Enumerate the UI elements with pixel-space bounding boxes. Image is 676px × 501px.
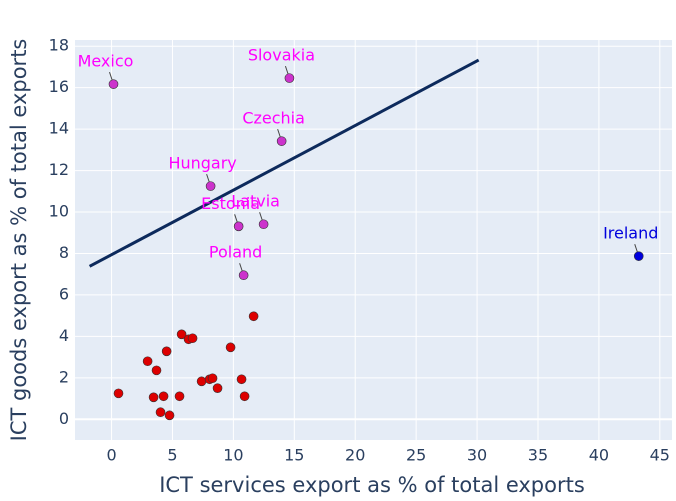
x-tick-label: 25: [406, 446, 426, 465]
y-tick-label: 16: [49, 77, 69, 96]
x-tick-label: 35: [528, 446, 548, 465]
y-tick-label: 18: [49, 36, 69, 55]
point: [248, 311, 259, 322]
x-tick-label: 0: [106, 446, 116, 465]
point: [258, 219, 269, 230]
point: [205, 181, 216, 191]
point: [633, 251, 644, 261]
point: [284, 73, 295, 83]
x-tick-label: 5: [167, 446, 177, 465]
point: [276, 136, 287, 146]
point-label: Mexico: [78, 52, 134, 71]
point: [142, 356, 153, 367]
point-label: Hungary: [168, 154, 236, 173]
x-tick-label: 15: [284, 446, 304, 465]
point: [164, 410, 175, 421]
point: [161, 346, 172, 357]
point: [238, 270, 249, 281]
point-label: Slovakia: [248, 46, 315, 65]
point-label: Poland: [209, 243, 262, 262]
point: [225, 342, 236, 353]
y-tick-label: 2: [59, 367, 69, 386]
point: [151, 365, 162, 376]
x-axis-label: ICT services export as % of total export…: [159, 473, 585, 497]
trendline: [88, 58, 480, 268]
y-axis-label: ICT goods export as % of total exports: [7, 39, 31, 442]
point: [236, 374, 247, 385]
y-tick-label: 10: [49, 202, 69, 221]
x-tick-label: 10: [223, 446, 243, 465]
y-tick-label: 14: [49, 119, 69, 138]
point: [233, 221, 244, 232]
y-tick-label: 6: [59, 284, 69, 303]
point: [113, 388, 124, 399]
point: [148, 392, 159, 403]
x-tick-label: 20: [345, 446, 365, 465]
point: [108, 79, 119, 89]
y-tick-label: 4: [59, 326, 69, 345]
x-tick-label: 40: [589, 446, 609, 465]
point: [196, 376, 207, 387]
point: [158, 391, 169, 402]
point: [212, 383, 223, 393]
point: [239, 391, 250, 402]
point: [207, 373, 218, 384]
point: [187, 333, 198, 344]
point: [176, 329, 187, 340]
point-label: Ireland: [603, 224, 658, 243]
point: [155, 407, 166, 418]
point-label: Latvia: [231, 192, 280, 211]
x-tick-label: 45: [650, 446, 670, 465]
y-tick-label: 12: [49, 160, 69, 179]
point: [174, 391, 185, 402]
point-label: Czechia: [242, 109, 305, 128]
x-tick-label: 30: [467, 446, 487, 465]
point-label: Estonia: [201, 194, 260, 213]
plot-area: [75, 40, 672, 440]
y-tick-label: 0: [59, 409, 69, 428]
y-tick-label: 8: [59, 243, 69, 262]
